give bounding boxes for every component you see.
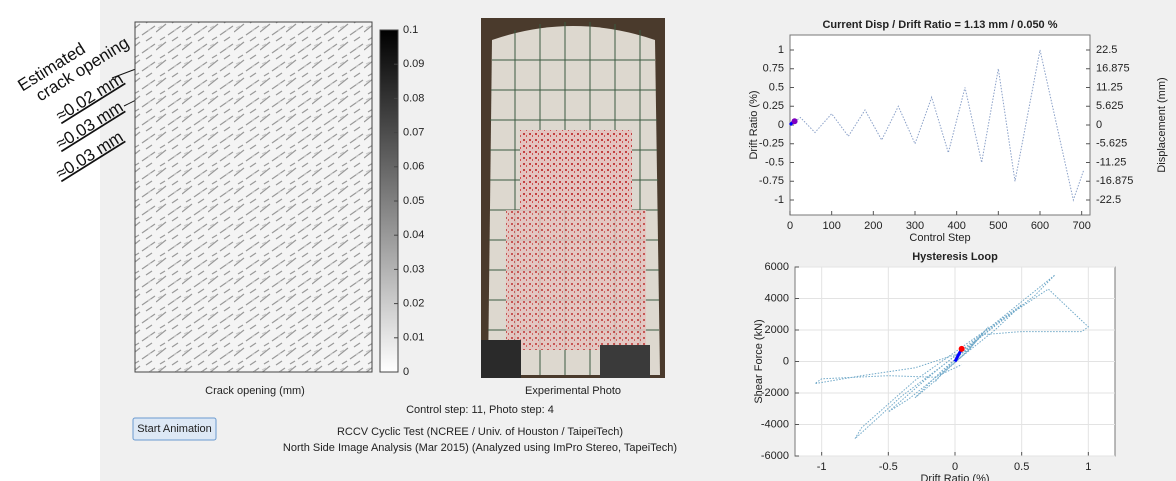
x-tick-label: -0.5 bbox=[879, 461, 898, 473]
colorbar-tick-label: 0.02 bbox=[403, 298, 424, 310]
start-button-label[interactable]: Start Animation bbox=[137, 423, 212, 435]
y-tick-label: -6000 bbox=[761, 450, 789, 462]
x-axis-label: Control Step bbox=[909, 232, 970, 244]
current-point bbox=[958, 345, 965, 352]
y2-tick-label: -16.875 bbox=[1096, 175, 1133, 187]
credit-line: RCCV Cyclic Test (NCREE / Univ. of Houst… bbox=[337, 426, 623, 438]
y-tick-label: -1 bbox=[774, 194, 784, 206]
x-tick-label: 0 bbox=[952, 461, 958, 473]
y-tick-label: 6000 bbox=[765, 261, 789, 273]
colorbar-tick-label: 0.01 bbox=[403, 332, 424, 344]
y-tick-label: 0.25 bbox=[763, 100, 784, 112]
chart-title: Current Disp / Drift Ratio = 1.13 mm / 0… bbox=[822, 19, 1057, 31]
y2-tick-label: -5.625 bbox=[1096, 138, 1127, 150]
x-axis-label: Drift Ratio (%) bbox=[920, 473, 989, 481]
y-tick-label: 0 bbox=[778, 119, 784, 131]
x-tick-label: -1 bbox=[817, 461, 827, 473]
current-point bbox=[791, 118, 798, 125]
x-tick-label: 200 bbox=[864, 220, 882, 232]
x-tick-label: 1 bbox=[1085, 461, 1091, 473]
y-tick-label: 0 bbox=[783, 355, 789, 367]
crack-label: Crack opening (mm) bbox=[205, 385, 305, 397]
y-tick-label: 2000 bbox=[765, 324, 789, 336]
y-axis-label: Shear Force (kN) bbox=[753, 319, 765, 403]
x-tick-label: 100 bbox=[822, 220, 840, 232]
series-line bbox=[814, 274, 1090, 440]
y-tick-label: 0.75 bbox=[763, 63, 784, 75]
y2-tick-label: 16.875 bbox=[1096, 63, 1130, 75]
x-tick-label: 500 bbox=[989, 220, 1007, 232]
x-tick-label: 300 bbox=[906, 220, 924, 232]
chart-title: Hysteresis Loop bbox=[912, 251, 998, 263]
colorbar-tick-label: 0.08 bbox=[403, 92, 424, 104]
y-tick-label: -4000 bbox=[761, 418, 789, 430]
y2-tick-label: 5.625 bbox=[1096, 100, 1124, 112]
y-tick-label: -0.75 bbox=[759, 175, 784, 187]
y-axis-label: Drift Ratio (%) bbox=[748, 90, 760, 159]
y-tick-label: 0.5 bbox=[769, 81, 784, 93]
x-tick-label: 700 bbox=[1072, 220, 1090, 232]
colorbar-tick-label: 0.07 bbox=[403, 127, 424, 139]
y-tick-label: 1 bbox=[778, 44, 784, 56]
y-tick-label: -2000 bbox=[761, 387, 789, 399]
photo-label: Experimental Photo bbox=[525, 385, 621, 397]
colorbar-tick-label: 0.06 bbox=[403, 161, 424, 173]
y2-tick-label: 22.5 bbox=[1096, 44, 1117, 56]
y2-tick-label: 11.25 bbox=[1096, 81, 1123, 93]
y-tick-label: 4000 bbox=[765, 292, 789, 304]
y2-tick-label: -11.25 bbox=[1096, 156, 1126, 168]
series-line bbox=[789, 49, 1085, 202]
colorbar-tick-label: 0.04 bbox=[403, 229, 424, 241]
x-tick-label: 600 bbox=[1031, 220, 1049, 232]
colorbar-tick-label: 0.09 bbox=[403, 58, 424, 70]
colorbar-tick-label: 0 bbox=[403, 366, 409, 378]
start-button[interactable] bbox=[132, 417, 217, 441]
y-tick-label: -0.25 bbox=[759, 138, 784, 150]
y-tick-label: -0.5 bbox=[765, 156, 784, 168]
colorbar-tick-label: 0.1 bbox=[403, 24, 418, 36]
credit-line: North Side Image Analysis (Mar 2015) (An… bbox=[283, 442, 677, 454]
x-tick-label: 0.5 bbox=[1014, 461, 1029, 473]
y2-tick-label: -22.5 bbox=[1096, 194, 1121, 206]
x-tick-label: 0 bbox=[787, 220, 793, 232]
status-text: Control step: 11, Photo step: 4 bbox=[406, 404, 554, 416]
photo bbox=[481, 18, 665, 378]
colorbar-tick-label: 0.05 bbox=[403, 195, 424, 207]
y2-tick-label: 0 bbox=[1096, 119, 1102, 131]
x-tick-label: 400 bbox=[947, 220, 965, 232]
y2-axis-label: Displacement (mm) bbox=[1156, 77, 1168, 172]
colorbar-tick-label: 0.03 bbox=[403, 263, 424, 275]
crack-image bbox=[134, 21, 373, 373]
